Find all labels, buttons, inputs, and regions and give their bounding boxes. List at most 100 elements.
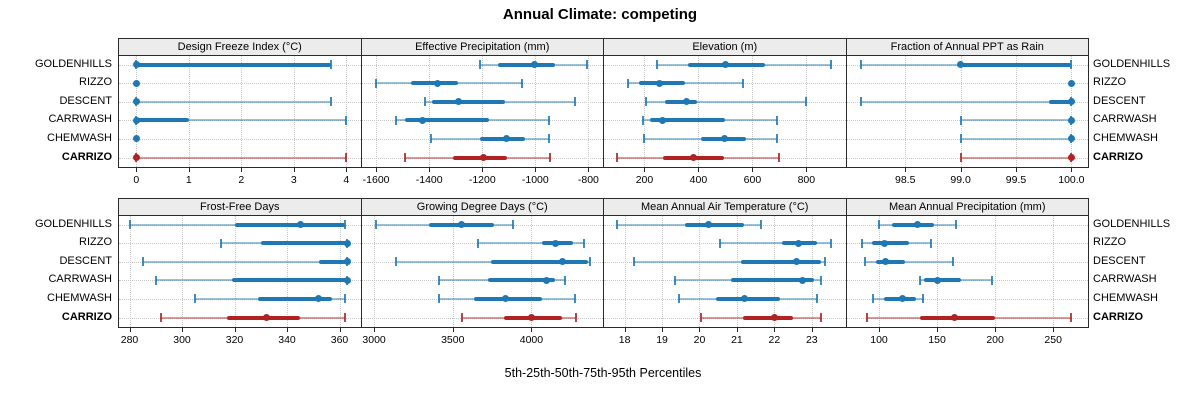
axis-tick-label: 2 bbox=[238, 174, 245, 186]
panel-design-freeze-index-c-: Design Freeze Index (°C) bbox=[118, 38, 362, 169]
median-dot bbox=[913, 221, 921, 228]
median-dot bbox=[552, 239, 560, 247]
axis-tick-label: 200 bbox=[986, 334, 1004, 346]
whisker-cap bbox=[564, 275, 567, 285]
median-dot bbox=[343, 239, 351, 247]
horizontal-gridline bbox=[604, 317, 846, 319]
plot-area bbox=[361, 56, 603, 169]
horizontal-gridline bbox=[846, 224, 1088, 226]
vertical-gridline bbox=[752, 56, 754, 169]
median-dot bbox=[132, 98, 140, 106]
vertical-gridline bbox=[482, 56, 484, 169]
whisker-cap bbox=[548, 153, 551, 162]
axis-tick-label: 99.0 bbox=[950, 174, 971, 186]
whisker-5-95 bbox=[628, 82, 743, 85]
row-label-right-descent: DESCENT bbox=[1093, 94, 1146, 107]
axis-tick-label: 3 bbox=[290, 174, 297, 186]
strip-header: Mean Annual Precipitation (mm) bbox=[846, 199, 1088, 216]
plot-area bbox=[846, 216, 1088, 329]
row-label-right-goldenhills: GOLDENHILLS bbox=[1093, 57, 1171, 70]
horizontal-gridline bbox=[604, 83, 846, 85]
median-dot bbox=[682, 98, 690, 106]
horizontal-gridline bbox=[846, 280, 1088, 282]
horizontal-gridline bbox=[604, 243, 846, 245]
whisker-cap bbox=[395, 257, 398, 267]
row-label-right-carrizo: CARRIZO bbox=[1093, 150, 1144, 163]
axis-tick-label: 200 bbox=[635, 174, 654, 186]
vertical-gridline bbox=[736, 216, 738, 329]
horizontal-gridline bbox=[361, 83, 603, 85]
horizontal-gridline bbox=[604, 157, 846, 159]
median-dot bbox=[501, 295, 509, 303]
axis-tick-mark bbox=[1053, 328, 1055, 332]
whisker-cap bbox=[220, 238, 223, 248]
whisker-cap bbox=[829, 60, 832, 69]
axis-tick-label: -800 bbox=[577, 174, 599, 186]
axis-tick-mark bbox=[905, 168, 907, 172]
horizontal-gridline bbox=[846, 298, 1088, 300]
axis-tick-label: 20 bbox=[693, 334, 706, 346]
axis-tick-label: 18 bbox=[618, 334, 631, 346]
whisker-cap bbox=[864, 257, 867, 267]
horizontal-gridline bbox=[119, 101, 361, 103]
whisker-cap bbox=[632, 257, 635, 267]
axis-tick-mark bbox=[452, 328, 454, 332]
axis-tick-mark bbox=[241, 168, 243, 172]
axis-tick-mark bbox=[1015, 168, 1017, 172]
whisker-cap bbox=[128, 220, 131, 229]
median-dot bbox=[454, 98, 462, 106]
axis-tick-mark bbox=[376, 168, 378, 172]
row-label-right-carrwash: CARRWASH bbox=[1093, 273, 1157, 286]
whisker-cap bbox=[395, 115, 397, 125]
axis-tick-label: 99.5 bbox=[1005, 174, 1027, 186]
vertical-gridline bbox=[624, 216, 626, 329]
whisker-cap bbox=[521, 78, 524, 88]
whisker-5-95 bbox=[960, 119, 1072, 122]
whisker-cap bbox=[760, 220, 763, 229]
whisker-cap bbox=[511, 220, 514, 229]
iqr-bar-25-75 bbox=[431, 99, 505, 104]
row-label-right-goldenhills: GOLDENHILLS bbox=[1093, 217, 1171, 230]
whisker-5-95 bbox=[860, 100, 1072, 103]
panel-frost-free-days: Frost-Free Days bbox=[118, 198, 362, 329]
axis-tick-mark bbox=[806, 168, 808, 172]
axis-tick-label: 3500 bbox=[441, 334, 465, 346]
whisker-cap bbox=[478, 60, 481, 69]
median-dot bbox=[1067, 116, 1075, 124]
whisker-cap bbox=[922, 294, 925, 304]
whisker-cap bbox=[959, 153, 962, 162]
median-dot bbox=[132, 116, 140, 124]
vertical-gridline bbox=[293, 56, 295, 169]
vertical-gridline bbox=[937, 216, 939, 329]
panel-effective-precipitation-mm-: Effective Precipitation (mm) bbox=[360, 38, 604, 169]
vertical-gridline bbox=[136, 56, 138, 169]
horizontal-gridline bbox=[846, 120, 1088, 122]
axis-tick-mark bbox=[346, 168, 348, 172]
median-dot bbox=[793, 258, 801, 266]
vertical-gridline bbox=[346, 56, 348, 169]
row-label-left-carrwash: CARRWASH bbox=[48, 273, 112, 286]
axis-tick-mark bbox=[879, 328, 880, 332]
axis-tick-label: 800 bbox=[797, 174, 816, 186]
row-label-right-carrwash: CARRWASH bbox=[1093, 113, 1157, 126]
axis-tick-mark bbox=[960, 168, 962, 172]
iqr-bar-25-75 bbox=[740, 259, 822, 264]
row-label-left-carrizo: CARRIZO bbox=[61, 310, 112, 323]
median-dot bbox=[132, 61, 140, 68]
axis-tick-mark bbox=[293, 168, 295, 172]
vertical-gridline bbox=[188, 56, 190, 169]
strip-title: Growing Degree Days (°C) bbox=[416, 201, 548, 213]
iqr-bar-25-75 bbox=[742, 315, 794, 320]
strip-header: Frost-Free Days bbox=[119, 199, 361, 216]
whisker-cap bbox=[642, 115, 645, 125]
whisker-5-95 bbox=[136, 100, 331, 103]
median-dot bbox=[1067, 135, 1075, 143]
axis-tick-mark bbox=[531, 328, 533, 332]
horizontal-gridline bbox=[119, 298, 361, 300]
axis-tick-mark bbox=[995, 328, 997, 332]
horizontal-gridline bbox=[361, 280, 603, 282]
percentile-caption: 5th-25th-50th-75th-95th Percentiles bbox=[504, 366, 702, 380]
axis-tick-label: 280 bbox=[120, 334, 139, 346]
iqr-bar-25-75 bbox=[960, 62, 1072, 67]
median-dot bbox=[658, 116, 666, 124]
